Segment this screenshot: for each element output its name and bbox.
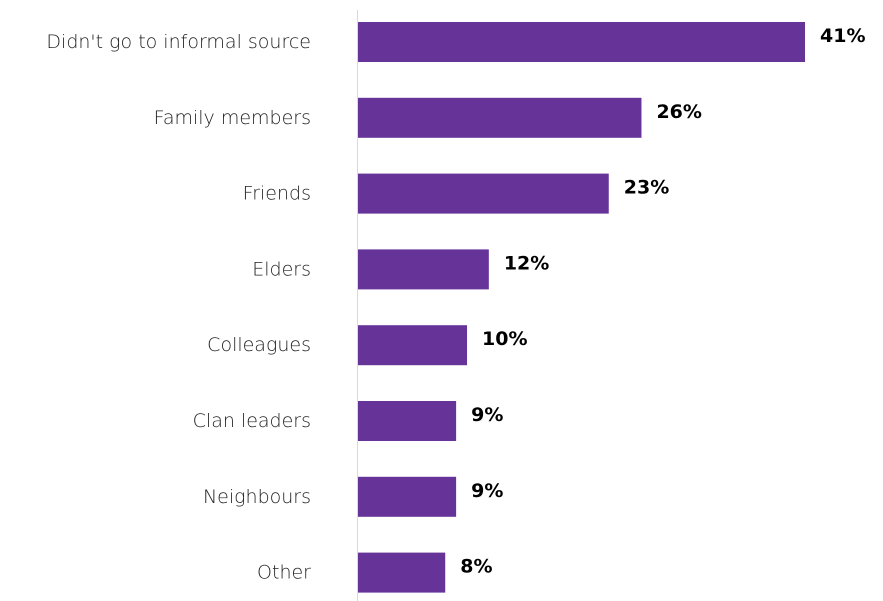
category-label: Didn't go to informal source <box>46 31 311 53</box>
bar <box>358 249 489 290</box>
value-label: 23% <box>624 177 669 199</box>
value-label: 9% <box>471 480 503 502</box>
category-labels-group: Didn't go to informal source Family membe… <box>46 31 311 584</box>
category-label: Friends <box>243 183 311 205</box>
category-label: Elders <box>252 258 311 280</box>
category-label: Neighbours <box>203 486 311 508</box>
category-label: Clan leaders <box>193 410 311 432</box>
value-label: 10% <box>482 328 527 350</box>
bar <box>358 401 457 441</box>
value-label: 12% <box>504 252 549 274</box>
category-label: Family members <box>154 107 311 129</box>
value-labels-group: 41% 26% 23% 12% 10% 9% 9% 8% <box>460 25 865 578</box>
bar <box>358 173 609 214</box>
value-label: 41% <box>820 25 865 47</box>
bars-group <box>358 22 805 593</box>
bar <box>358 325 468 366</box>
bar <box>358 97 642 138</box>
value-label: 26% <box>656 101 701 123</box>
bar <box>358 22 805 62</box>
value-label: 8% <box>460 556 492 578</box>
bar <box>358 552 446 593</box>
value-label: 9% <box>471 404 503 426</box>
category-label: Other <box>257 562 311 584</box>
bar <box>358 476 457 517</box>
category-label: Colleagues <box>207 334 311 356</box>
